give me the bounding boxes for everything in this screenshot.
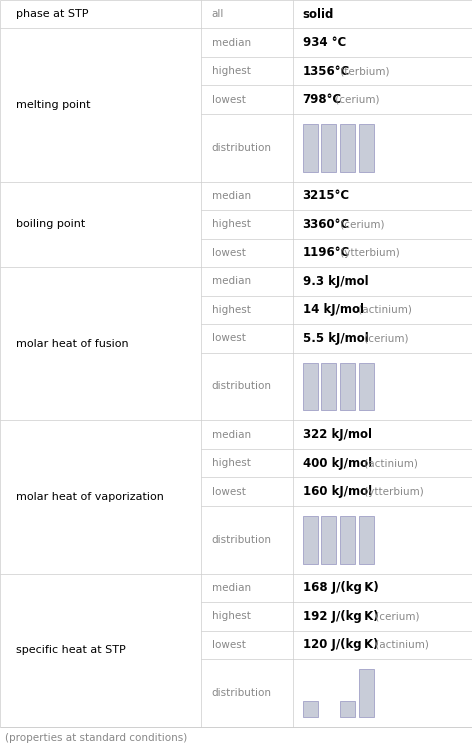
Text: lowest: lowest bbox=[211, 248, 245, 258]
Text: boiling point: boiling point bbox=[16, 219, 85, 229]
Bar bbox=[340, 124, 355, 172]
Text: 5.5 kJ/mol (cerium): 5.5 kJ/mol (cerium) bbox=[303, 332, 415, 345]
Text: (ytterbium): (ytterbium) bbox=[361, 487, 423, 497]
Text: (properties at standard conditions): (properties at standard conditions) bbox=[5, 733, 187, 743]
Text: 192 J/(kg K): 192 J/(kg K) bbox=[303, 610, 378, 623]
Text: highest: highest bbox=[211, 219, 251, 229]
Text: 120 J/(kg K) (actinium): 120 J/(kg K) (actinium) bbox=[303, 638, 434, 652]
Text: median: median bbox=[211, 430, 251, 440]
Text: median: median bbox=[211, 37, 251, 48]
Text: 3360°C: 3360°C bbox=[303, 218, 350, 231]
Text: specific heat at STP: specific heat at STP bbox=[16, 646, 126, 655]
Text: highest: highest bbox=[211, 305, 251, 315]
Text: 400 kJ/mol: 400 kJ/mol bbox=[303, 457, 372, 470]
Bar bbox=[303, 363, 318, 410]
Text: lowest: lowest bbox=[211, 487, 245, 497]
Text: distribution: distribution bbox=[211, 381, 272, 392]
Text: 3360°C (cerium): 3360°C (cerium) bbox=[303, 218, 400, 231]
Text: 1196°C (ytterbium): 1196°C (ytterbium) bbox=[303, 246, 418, 259]
Text: distribution: distribution bbox=[211, 143, 272, 153]
Text: (ytterbium): (ytterbium) bbox=[337, 248, 400, 258]
Text: (actinium): (actinium) bbox=[372, 640, 429, 650]
Bar bbox=[303, 516, 318, 563]
Text: 9.3 kJ/mol: 9.3 kJ/mol bbox=[303, 275, 368, 288]
Text: lowest: lowest bbox=[211, 94, 245, 105]
Text: highest: highest bbox=[211, 458, 251, 468]
Bar bbox=[321, 124, 337, 172]
Text: (terbium): (terbium) bbox=[337, 66, 390, 76]
Text: 5.5 kJ/mol: 5.5 kJ/mol bbox=[303, 332, 368, 345]
Text: highest: highest bbox=[211, 611, 251, 622]
Text: lowest: lowest bbox=[211, 640, 245, 650]
Text: 14 kJ/mol: 14 kJ/mol bbox=[303, 303, 363, 316]
Text: median: median bbox=[211, 276, 251, 286]
Text: highest: highest bbox=[211, 66, 251, 76]
Bar bbox=[303, 124, 318, 172]
Text: solid: solid bbox=[303, 7, 334, 21]
Text: 322 kJ/mol: 322 kJ/mol bbox=[303, 428, 371, 441]
Text: (cerium): (cerium) bbox=[361, 333, 408, 343]
Text: melting point: melting point bbox=[16, 100, 91, 110]
Text: 168 J/(kg K): 168 J/(kg K) bbox=[303, 581, 379, 595]
Text: 192 J/(kg K) (cerium): 192 J/(kg K) (cerium) bbox=[303, 610, 424, 623]
Text: 160 kJ/mol (ytterbium): 160 kJ/mol (ytterbium) bbox=[303, 485, 437, 498]
Text: phase at STP: phase at STP bbox=[16, 9, 89, 19]
Text: (cerium): (cerium) bbox=[372, 611, 420, 622]
Text: 160 kJ/mol: 160 kJ/mol bbox=[303, 485, 372, 498]
Text: median: median bbox=[211, 583, 251, 593]
Text: 798°C (cerium): 798°C (cerium) bbox=[303, 93, 393, 106]
Bar bbox=[359, 516, 374, 563]
Bar bbox=[321, 363, 337, 410]
Text: 400 kJ/mol (actinium): 400 kJ/mol (actinium) bbox=[303, 457, 430, 470]
Text: molar heat of vaporization: molar heat of vaporization bbox=[16, 492, 164, 502]
Text: molar heat of fusion: molar heat of fusion bbox=[16, 339, 129, 349]
Bar bbox=[303, 701, 318, 717]
Text: 14 kJ/mol (actinium): 14 kJ/mol (actinium) bbox=[303, 303, 422, 316]
Text: 934 °C: 934 °C bbox=[303, 36, 346, 49]
Bar bbox=[340, 363, 355, 410]
Text: 3215°C: 3215°C bbox=[303, 189, 350, 202]
Bar bbox=[340, 701, 355, 717]
Text: 798°C: 798°C bbox=[303, 93, 342, 106]
Text: (actinium): (actinium) bbox=[361, 458, 418, 468]
Bar bbox=[359, 363, 374, 410]
Text: distribution: distribution bbox=[211, 688, 272, 698]
Bar bbox=[340, 516, 355, 563]
Text: (actinium): (actinium) bbox=[355, 305, 412, 315]
Text: lowest: lowest bbox=[211, 333, 245, 343]
Bar bbox=[359, 670, 374, 717]
Bar bbox=[321, 516, 337, 563]
Text: 1356°C: 1356°C bbox=[303, 64, 350, 78]
Text: (cerium): (cerium) bbox=[332, 94, 379, 105]
Text: 120 J/(kg K): 120 J/(kg K) bbox=[303, 638, 378, 652]
Text: median: median bbox=[211, 191, 251, 201]
Text: 1196°C: 1196°C bbox=[303, 246, 350, 259]
Text: 1356°C (terbium): 1356°C (terbium) bbox=[303, 64, 406, 78]
Text: distribution: distribution bbox=[211, 535, 272, 545]
Text: (cerium): (cerium) bbox=[337, 219, 385, 229]
Text: all: all bbox=[211, 9, 224, 19]
Bar bbox=[359, 124, 374, 172]
